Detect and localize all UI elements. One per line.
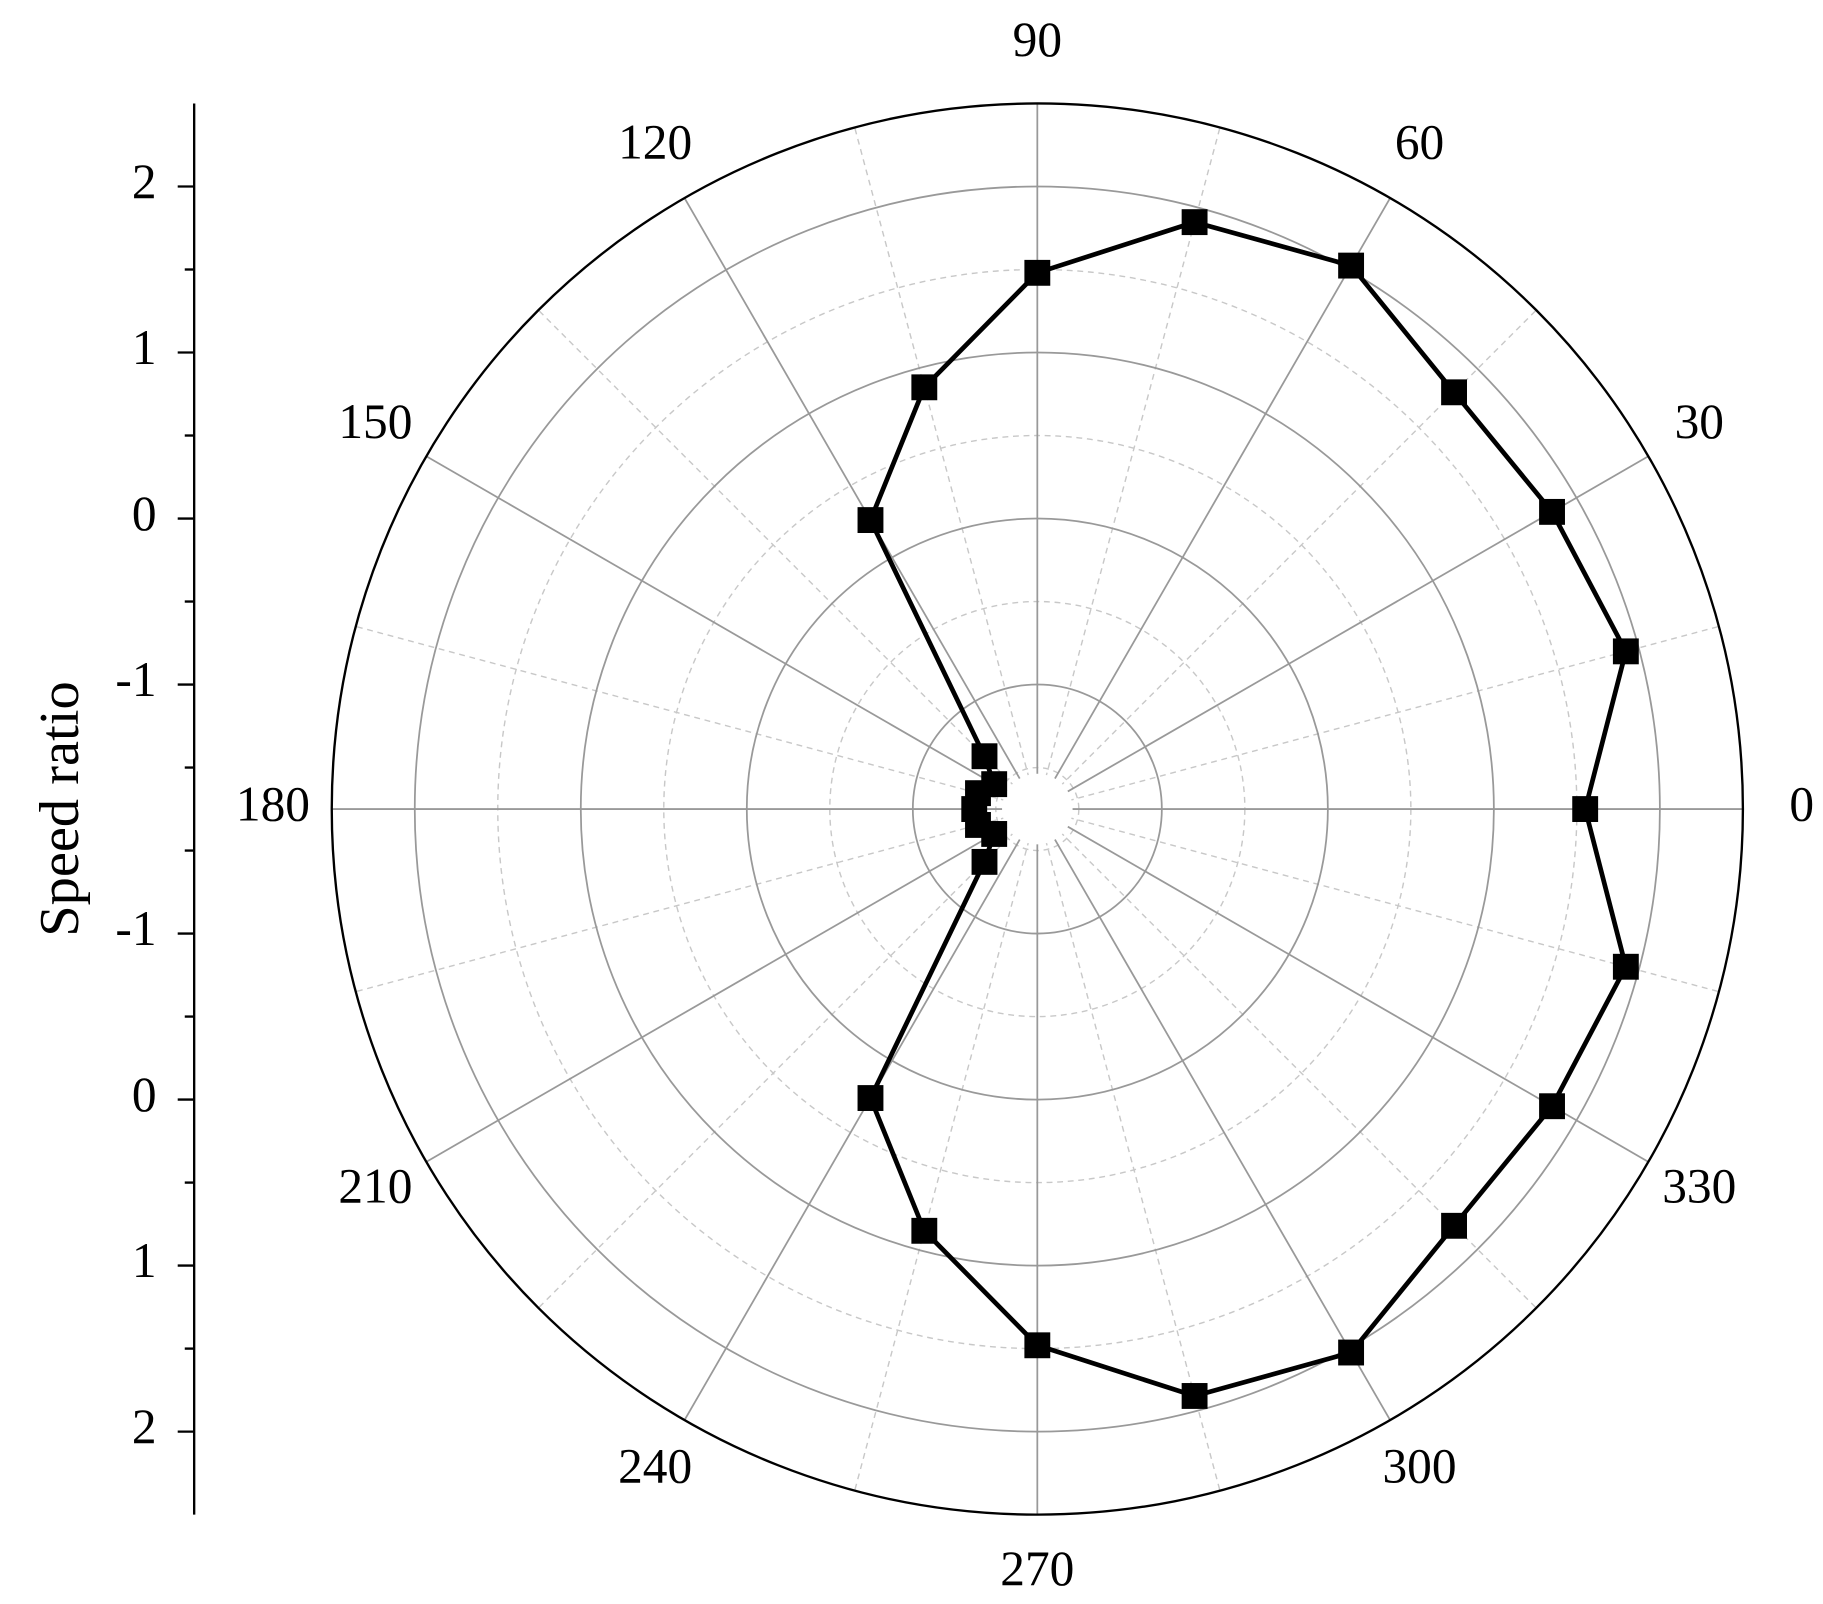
minor-spoke bbox=[1036, 808, 1221, 1491]
marker bbox=[971, 848, 998, 875]
marker bbox=[1572, 796, 1599, 822]
angle-label: 90 bbox=[1013, 12, 1062, 67]
minor-spoke bbox=[355, 625, 1038, 810]
r-tick-label: 2 bbox=[132, 1399, 157, 1454]
marker bbox=[1181, 209, 1208, 236]
angle-label: 60 bbox=[1395, 114, 1444, 169]
r-tick-label: 0 bbox=[132, 486, 157, 541]
marker bbox=[1441, 379, 1468, 406]
angle-label: 270 bbox=[1000, 1541, 1074, 1596]
minor-spoke bbox=[355, 808, 1038, 993]
angle-label: 0 bbox=[1789, 776, 1814, 831]
marker bbox=[971, 743, 998, 770]
r-tick-label: 1 bbox=[132, 320, 157, 375]
minor-spoke bbox=[537, 309, 1038, 810]
marker bbox=[911, 1217, 938, 1244]
spoke bbox=[683, 197, 1039, 810]
minor-spoke bbox=[854, 808, 1039, 1491]
minor-spoke bbox=[1036, 309, 1537, 810]
angle-label: 240 bbox=[618, 1438, 692, 1493]
r-tick-label: -1 bbox=[115, 652, 156, 707]
marker bbox=[981, 821, 1008, 847]
angle-label: 300 bbox=[1382, 1438, 1456, 1493]
marker bbox=[1612, 953, 1639, 980]
angle-label: 180 bbox=[236, 776, 310, 831]
marker bbox=[1539, 1093, 1565, 1120]
marker bbox=[1612, 638, 1639, 665]
minor-spoke bbox=[1036, 127, 1221, 810]
marker bbox=[1181, 1383, 1208, 1409]
r-tick-label: 1 bbox=[132, 1233, 157, 1288]
angle-label: 210 bbox=[338, 1159, 412, 1214]
minor-spoke bbox=[854, 127, 1039, 810]
marker bbox=[911, 374, 938, 401]
minor-spoke bbox=[537, 808, 1038, 1309]
r-tick-label: 0 bbox=[132, 1067, 157, 1122]
angle-label: 150 bbox=[338, 394, 412, 449]
marker bbox=[1441, 1212, 1468, 1239]
marker bbox=[857, 1085, 884, 1111]
outer-circle bbox=[330, 102, 1745, 1516]
center-hole bbox=[1002, 773, 1073, 845]
marker bbox=[1539, 498, 1565, 525]
marker bbox=[857, 507, 884, 534]
marker bbox=[1024, 1332, 1051, 1359]
spoke bbox=[425, 455, 1038, 810]
spoke bbox=[1036, 197, 1391, 810]
spoke bbox=[683, 808, 1039, 1421]
y-axis-title: Speed ratio bbox=[29, 681, 91, 936]
spoke bbox=[425, 808, 1038, 1163]
angle-label: 30 bbox=[1675, 394, 1724, 449]
angle-label: 330 bbox=[1662, 1159, 1736, 1214]
marker bbox=[1024, 259, 1051, 286]
spoke bbox=[1036, 808, 1391, 1421]
angle-label: 120 bbox=[618, 114, 692, 169]
r-tick-label: -1 bbox=[115, 901, 156, 956]
marker bbox=[1338, 252, 1365, 279]
r-tick-label: 2 bbox=[132, 154, 157, 209]
marker bbox=[1338, 1339, 1365, 1366]
